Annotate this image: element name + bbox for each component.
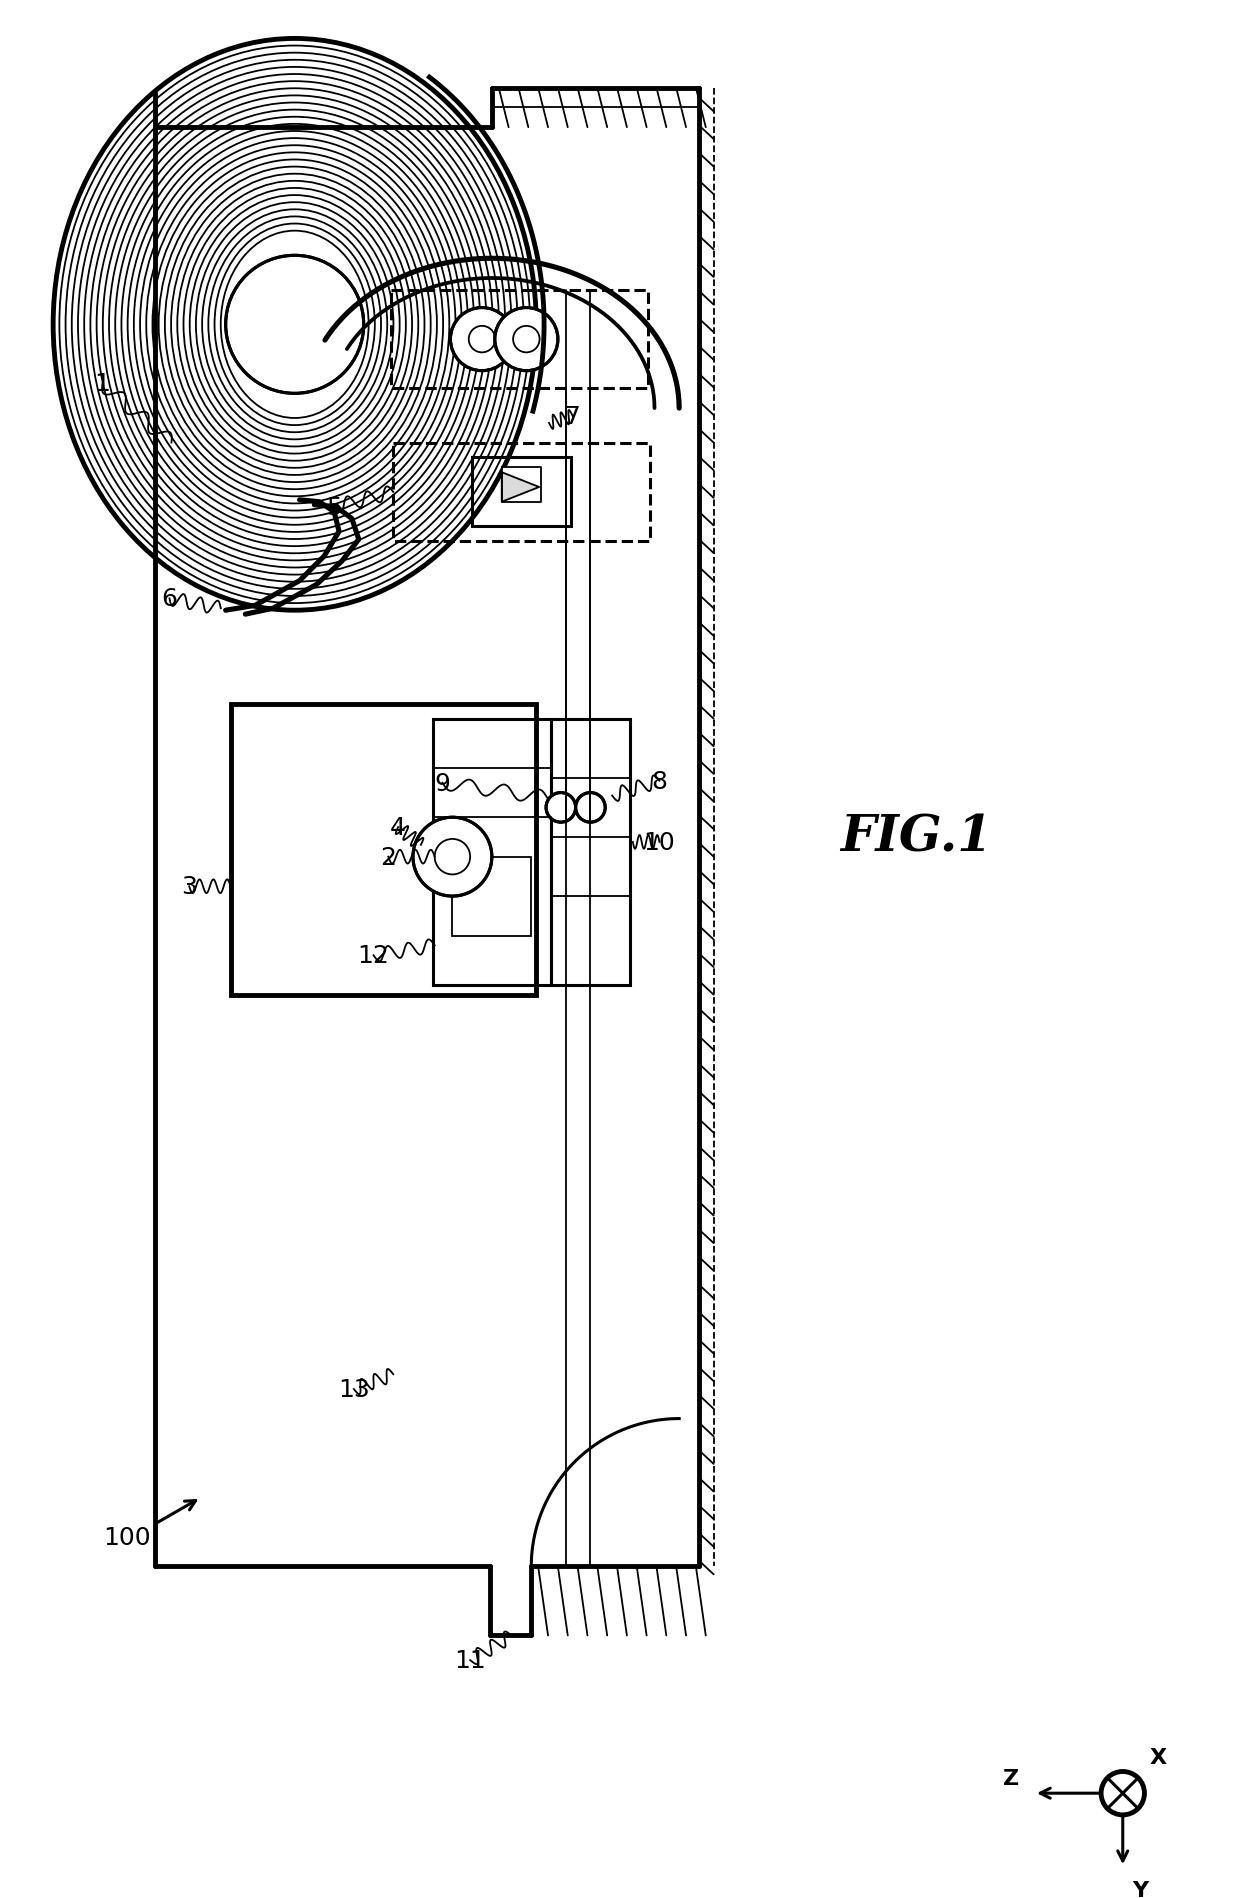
Bar <box>453 858 531 936</box>
Text: 11: 11 <box>454 1647 486 1672</box>
Bar <box>472 457 570 528</box>
Circle shape <box>226 256 363 395</box>
Bar <box>231 704 536 995</box>
Circle shape <box>450 307 513 372</box>
Text: 8: 8 <box>651 769 667 793</box>
Text: Y: Y <box>1132 1879 1148 1898</box>
Polygon shape <box>502 473 539 503</box>
Polygon shape <box>502 469 541 503</box>
Text: FIG.1: FIG.1 <box>839 812 992 862</box>
Bar <box>433 719 551 985</box>
Text: X: X <box>1149 1746 1167 1767</box>
Text: 12: 12 <box>357 943 389 968</box>
Text: 9: 9 <box>434 771 450 795</box>
Text: 7: 7 <box>564 404 580 429</box>
Circle shape <box>495 307 558 372</box>
Text: 4: 4 <box>391 816 407 839</box>
Bar <box>551 719 630 985</box>
Text: 10: 10 <box>644 831 676 854</box>
Text: 2: 2 <box>381 845 397 869</box>
Text: 1: 1 <box>94 372 110 397</box>
Circle shape <box>413 818 492 896</box>
Text: 5: 5 <box>326 495 342 520</box>
Circle shape <box>575 793 605 822</box>
Bar <box>393 444 650 543</box>
Text: 3: 3 <box>181 875 197 900</box>
Text: 100: 100 <box>103 1526 151 1549</box>
Text: 6: 6 <box>161 586 177 611</box>
Text: 13: 13 <box>339 1378 370 1401</box>
Bar <box>392 290 647 389</box>
Circle shape <box>546 793 575 822</box>
Text: Z: Z <box>1003 1769 1019 1788</box>
